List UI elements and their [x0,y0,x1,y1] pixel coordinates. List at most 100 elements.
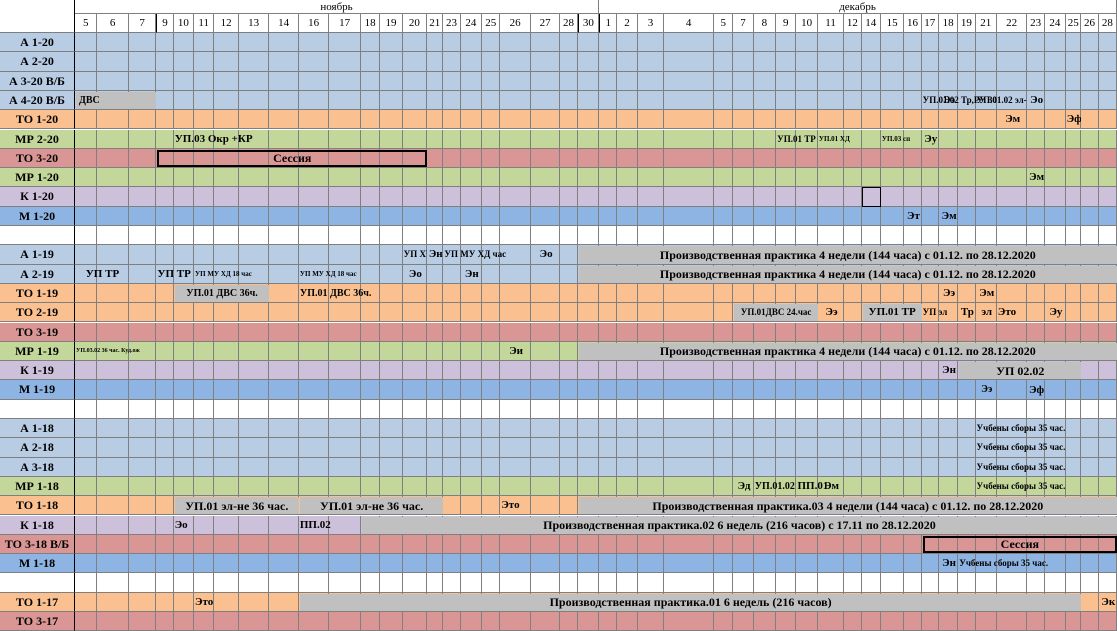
grid-cell[interactable] [714,399,734,419]
grid-cell[interactable] [844,129,862,149]
grid-cell[interactable] [817,534,845,555]
grid-cell[interactable] [958,534,976,555]
grid-cell[interactable] [402,612,428,631]
grid-cell[interactable] [1066,129,1082,149]
grid-cell[interactable] [402,457,428,477]
grid-cell[interactable] [97,457,129,477]
grid-cell[interactable] [958,554,976,574]
grid-cell[interactable] [776,457,797,477]
grid-cell[interactable] [599,573,618,593]
grid-cell[interactable] [1027,419,1045,439]
grid-cell[interactable] [844,419,862,439]
grid-cell[interactable] [599,148,618,169]
grid-cell[interactable] [796,33,818,53]
grid-cell[interactable] [861,110,881,130]
grid-cell[interactable] [904,457,922,477]
grid-cell[interactable] [861,148,881,169]
grid-cell[interactable] [238,573,270,593]
grid-cell[interactable] [714,52,734,72]
grid-cell[interactable] [921,90,939,111]
grid-cell[interactable] [156,438,174,458]
grid-cell[interactable] [269,148,299,169]
grid-cell[interactable] [402,322,428,342]
grid-cell[interactable] [560,129,578,149]
grid-cell[interactable] [156,573,174,593]
grid-cell[interactable] [733,129,754,149]
grid-cell[interactable] [360,612,381,631]
grid-cell[interactable] [796,457,818,477]
grid-cell[interactable] [880,168,905,188]
grid-cell[interactable] [460,322,483,342]
grid-cell[interactable] [1044,457,1067,477]
grid-cell[interactable] [1081,476,1099,497]
grid-cell[interactable] [500,554,531,574]
grid-cell[interactable] [577,148,600,169]
grid-cell[interactable] [996,148,1028,169]
grid-cell[interactable] [776,129,797,149]
grid-cell[interactable] [298,110,330,130]
grid-cell[interactable] [637,148,665,169]
grid-cell[interactable] [938,148,959,169]
grid-cell[interactable] [443,438,461,458]
grid-cell[interactable] [1027,206,1045,226]
grid-cell[interactable] [443,457,461,477]
grid-cell[interactable] [329,264,361,284]
grid-cell[interactable] [194,71,215,91]
grid-cell[interactable] [194,534,215,555]
grid-cell[interactable] [75,457,98,477]
grid-cell[interactable] [298,573,330,593]
grid-cell[interactable] [753,322,777,342]
grid-cell[interactable] [269,476,299,497]
grid-cell[interactable] [753,534,777,555]
grid-cell[interactable] [75,168,98,188]
grid-cell[interactable] [128,322,157,342]
grid-cell[interactable] [617,129,638,149]
grid-cell[interactable] [500,283,531,304]
grid-cell[interactable] [975,534,997,555]
grid-cell[interactable] [921,361,939,381]
grid-cell[interactable] [530,90,561,111]
grid-cell[interactable] [402,380,428,400]
grid-cell[interactable] [921,206,939,226]
grid-cell[interactable] [156,419,174,439]
grid-cell[interactable] [530,573,561,593]
grid-cell[interactable] [733,361,754,381]
grid-cell[interactable] [664,399,715,419]
grid-cell[interactable] [599,399,618,419]
grid-cell[interactable] [1081,33,1099,53]
grid-cell[interactable] [402,283,428,304]
grid-cell[interactable] [214,148,239,169]
grid-cell[interactable] [298,264,330,284]
grid-cell[interactable] [427,573,444,593]
grid-cell[interactable] [380,110,403,130]
grid-cell[interactable] [427,380,444,400]
grid-cell[interactable] [460,206,483,226]
grid-cell[interactable] [958,476,976,497]
grid-cell[interactable] [1081,419,1099,439]
grid-cell[interactable] [402,226,428,246]
grid-cell[interactable] [482,438,501,458]
grid-cell[interactable] [599,168,618,188]
grid-cell[interactable] [577,110,600,130]
grid-cell[interactable] [880,380,905,400]
grid-cell[interactable] [753,399,777,419]
grid-cell[interactable] [996,457,1028,477]
grid-cell[interactable] [599,534,618,555]
grid-cell[interactable] [599,612,618,631]
grid-cell[interactable] [776,226,797,246]
grid-cell[interactable] [1066,71,1082,91]
grid-cell[interactable] [460,534,483,555]
grid-cell[interactable] [194,206,215,226]
grid-cell[interactable] [921,303,939,323]
grid-cell[interactable] [1098,380,1117,400]
grid-cell[interactable] [664,148,715,169]
grid-cell[interactable] [530,534,561,555]
grid-cell[interactable] [460,612,483,631]
grid-cell[interactable] [214,245,239,265]
grid-cell[interactable] [360,264,381,284]
grid-cell[interactable] [753,457,777,477]
grid-cell[interactable] [214,361,239,381]
grid-cell[interactable] [214,341,239,362]
grid-cell[interactable] [733,573,754,593]
grid-cell[interactable] [329,399,361,419]
